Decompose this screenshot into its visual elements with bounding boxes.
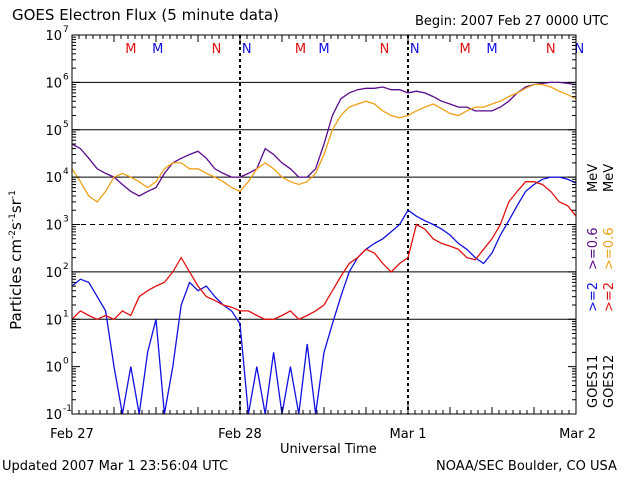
series-line-0 bbox=[71, 81, 577, 197]
y-tick-exponent: 1 bbox=[63, 309, 69, 319]
goes11-label: GOES11 bbox=[586, 354, 601, 408]
goes12-label: GOES12 bbox=[602, 354, 617, 408]
goes12-gt06-label: >=0.6 bbox=[602, 227, 617, 270]
y-tick-exponent: 2 bbox=[63, 262, 69, 272]
plot-frame bbox=[71, 34, 577, 415]
x-tick-label: Mar 1 bbox=[390, 427, 427, 442]
x-axis-label: Universal Time bbox=[280, 442, 377, 457]
x-tick-label: Feb 28 bbox=[218, 427, 262, 442]
y-label-exp-sr: -1 bbox=[8, 190, 18, 200]
series-line-2 bbox=[71, 176, 577, 415]
goes11-gt2-label: >=2 bbox=[586, 281, 601, 312]
y-tick-label: 10 bbox=[45, 124, 62, 139]
noon-midnight-marker: N bbox=[574, 42, 584, 57]
y-label-text: Particles cm bbox=[7, 238, 25, 330]
noon-midnight-marker: M bbox=[318, 42, 329, 57]
updated-timestamp: Updated 2007 Mar 1 23:56:04 UTC bbox=[2, 459, 229, 474]
goes11-gt06-label: >=0.6 bbox=[586, 227, 601, 270]
y-tick-label: 10 bbox=[45, 361, 62, 376]
noon-midnight-marker: N bbox=[410, 42, 420, 57]
y-tick-label: 10 bbox=[45, 219, 62, 234]
noon-midnight-marker: N bbox=[380, 42, 390, 57]
y-tick-exponent: -1 bbox=[63, 404, 72, 414]
y-tick-exponent: 6 bbox=[63, 72, 69, 82]
noon-midnight-marker: M bbox=[152, 42, 163, 57]
noon-midnight-marker: M bbox=[460, 42, 471, 57]
y-label-sr: sr bbox=[7, 199, 25, 214]
goes12-mev-label: MeV bbox=[602, 163, 617, 192]
y-tick-exponent: 5 bbox=[63, 120, 69, 130]
y-tick-label: 10 bbox=[45, 313, 62, 328]
noon-midnight-marker: N bbox=[242, 42, 252, 57]
y-tick-label: 10 bbox=[45, 408, 62, 423]
y-tick-exponent: 0 bbox=[63, 357, 69, 367]
goes11-mev-label: MeV bbox=[586, 163, 601, 192]
noon-midnight-marker: M bbox=[125, 42, 136, 57]
y-tick-label: 10 bbox=[45, 171, 62, 186]
y-tick-exponent: 7 bbox=[63, 25, 69, 35]
begin-time-label: Begin: 2007 Feb 27 0000 UTC bbox=[415, 14, 609, 29]
x-tick-label: Mar 2 bbox=[559, 427, 596, 442]
noon-midnight-marker: M bbox=[295, 42, 306, 57]
series-layer bbox=[71, 81, 577, 415]
y-axis-label: Particles cm-2s-1sr-1 bbox=[6, 150, 26, 370]
y-label-exp-s: -1 bbox=[8, 213, 18, 223]
grid-layer bbox=[72, 35, 576, 414]
series-line-1 bbox=[71, 83, 577, 203]
y-tick-label: 10 bbox=[45, 266, 62, 281]
y-tick-label: 10 bbox=[45, 76, 62, 91]
y-tick-exponent: 4 bbox=[63, 167, 69, 177]
chart-title: GOES Electron Flux (5 minute data) bbox=[12, 6, 279, 24]
y-tick-label: 10 bbox=[45, 29, 62, 44]
y-label-s: s bbox=[7, 222, 25, 230]
x-tick-label: Feb 27 bbox=[50, 427, 94, 442]
noon-midnight-marker: N bbox=[212, 42, 222, 57]
y-tick-exponent: 3 bbox=[63, 215, 69, 225]
y-label-exp-cm: -2 bbox=[8, 229, 18, 239]
goes12-gt2-label: >=2 bbox=[602, 281, 617, 312]
noon-midnight-marker: N bbox=[546, 42, 556, 57]
series-line-3 bbox=[71, 181, 577, 321]
source-credit: NOAA/SEC Boulder, CO USA bbox=[436, 459, 617, 474]
noon-midnight-marker: M bbox=[486, 42, 497, 57]
